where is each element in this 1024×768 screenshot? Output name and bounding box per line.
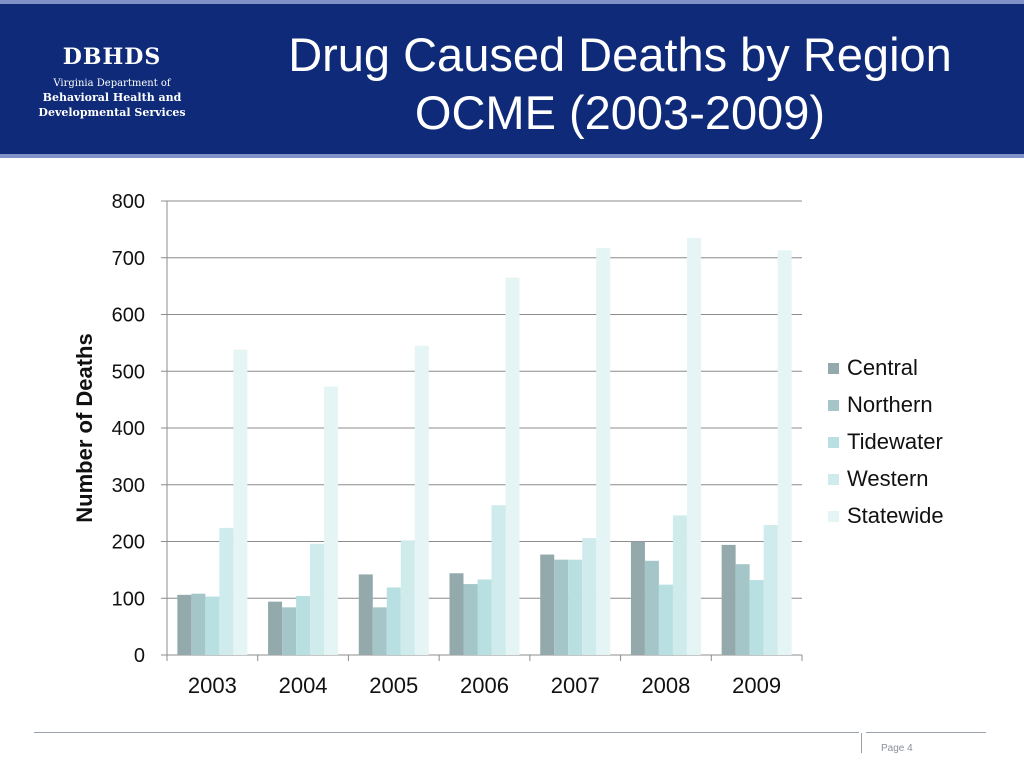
bar-tidewater-2005 — [386, 587, 401, 655]
footer-divider-right — [866, 732, 986, 733]
legend-swatch-central — [828, 363, 839, 374]
legend-label-northern: Northern — [847, 392, 933, 417]
page-number: Page 4 — [881, 743, 913, 754]
legend-label-central: Central — [847, 355, 918, 380]
y-tick-label: 700 — [112, 248, 145, 270]
bar-western-2005 — [400, 540, 415, 655]
bar-statewide-2007 — [596, 248, 611, 655]
x-tick-label: 2006 — [460, 673, 509, 698]
bar-western-2006 — [491, 505, 506, 655]
y-tick-label: 800 — [112, 191, 145, 213]
bar-central-2004 — [268, 601, 283, 655]
footer-divider-tick — [861, 733, 862, 753]
bar-statewide-2009 — [777, 250, 792, 655]
y-axis-title: Number of Deaths — [72, 333, 97, 522]
bar-western-2009 — [763, 525, 778, 655]
slide-title: Drug Caused Deaths by Region OCME (2003-… — [230, 26, 1010, 142]
legend-swatch-tidewater — [828, 437, 839, 448]
y-tick-label: 200 — [112, 532, 145, 554]
bar-central-2005 — [358, 574, 373, 655]
bar-tidewater-2009 — [749, 580, 764, 655]
legend-label-western: Western — [847, 466, 929, 491]
bar-statewide-2006 — [505, 277, 520, 655]
x-tick-label: 2004 — [279, 673, 328, 698]
legend-label-statewide: Statewide — [847, 503, 944, 528]
bar-northern-2006 — [463, 584, 478, 655]
logo-line-1: Virginia Department of — [53, 78, 171, 89]
bar-tidewater-2006 — [477, 579, 492, 655]
x-tick-label: 2005 — [369, 673, 418, 698]
bar-tidewater-2003 — [205, 596, 220, 655]
slide-title-line-1: Drug Caused Deaths by Region — [288, 28, 952, 81]
legend-swatch-western — [828, 474, 839, 485]
bar-central-2008 — [630, 541, 645, 655]
bar-chart: 0 100 200 300 400 500 600 700 800 2003 2004 2005 200… — [72, 191, 944, 698]
legend-swatch-statewide — [828, 511, 839, 522]
y-tick-label: 300 — [112, 475, 145, 497]
y-tick-label: 400 — [112, 418, 145, 440]
x-tick-label: 2003 — [188, 673, 237, 698]
y-tick-label: 0 — [134, 645, 145, 667]
bar-statewide-2005 — [414, 345, 429, 655]
y-tick-label: 600 — [112, 305, 145, 327]
y-tick-label: 500 — [112, 361, 145, 383]
bar-northern-2007 — [554, 559, 569, 655]
logo-line-3: Developmental Services — [38, 106, 186, 119]
bar-central-2003 — [177, 594, 192, 655]
bar-statewide-2004 — [324, 386, 339, 655]
bar-tidewater-2007 — [568, 559, 583, 655]
logo-name: DBHDS — [62, 44, 162, 70]
bar-central-2009 — [721, 544, 736, 655]
footer-divider-left — [34, 732, 859, 733]
bar-tidewater-2004 — [296, 595, 311, 655]
bar-western-2008 — [672, 515, 687, 655]
bar-central-2006 — [449, 573, 464, 655]
x-tick-label: 2009 — [732, 673, 781, 698]
legend-label-tidewater: Tidewater — [847, 429, 943, 454]
bar-western-2004 — [310, 543, 325, 655]
bar-northern-2009 — [735, 564, 750, 655]
bar-northern-2004 — [282, 607, 297, 655]
bar-northern-2003 — [191, 593, 206, 655]
slide-title-line-2: OCME (2003-2009) — [414, 86, 826, 139]
bar-statewide-2003 — [233, 349, 248, 655]
y-tick-label: 100 — [112, 588, 145, 610]
bar-northern-2008 — [644, 560, 659, 655]
bar-western-2007 — [582, 538, 597, 655]
bar-tidewater-2008 — [658, 584, 673, 655]
x-tick-label: 2008 — [641, 673, 690, 698]
bar-northern-2005 — [372, 607, 387, 655]
header-banner: DBHDS Virginia Department of Behavioral … — [0, 0, 1024, 158]
bar-central-2007 — [540, 554, 555, 655]
x-tick-label: 2007 — [551, 673, 600, 698]
logo-line-2: Behavioral Health and — [42, 91, 182, 104]
legend-swatch-northern — [828, 400, 839, 411]
dbhds-logo: DBHDS Virginia Department of Behavioral … — [22, 44, 202, 119]
bar-western-2003 — [219, 527, 234, 655]
bar-statewide-2008 — [686, 237, 701, 655]
